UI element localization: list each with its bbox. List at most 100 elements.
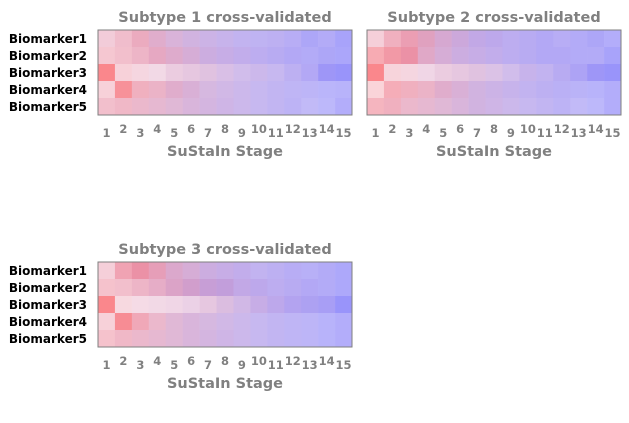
heatmap-cell	[434, 30, 452, 48]
x-tick-label: 13	[302, 126, 318, 140]
x-tick-label: 4	[153, 354, 161, 368]
x-tick-label: 3	[136, 358, 144, 372]
heatmap-cell	[199, 279, 217, 297]
heatmap-cell	[199, 47, 217, 65]
heatmap-cell	[267, 313, 285, 331]
heatmap-cell	[400, 81, 419, 99]
heatmap-cell	[182, 98, 200, 116]
heatmap-cell	[267, 30, 285, 48]
heatmap-cell	[199, 64, 217, 82]
heatmap-cell	[553, 81, 571, 99]
heatmap-cell	[250, 81, 268, 99]
heatmap-cell	[114, 330, 133, 348]
heatmap-cell	[216, 81, 234, 99]
heatmap-cell	[267, 98, 285, 116]
heatmap-cell	[284, 296, 302, 314]
heatmap-cell	[267, 64, 285, 82]
x-tick-label: 8	[221, 122, 229, 136]
heatmap-cell	[301, 81, 319, 99]
x-tick-label: 15	[336, 126, 352, 140]
heatmap-cell	[318, 64, 336, 82]
heatmap-cell	[301, 98, 319, 116]
heatmap-cell	[98, 279, 116, 297]
heatmap-cell	[485, 47, 503, 65]
heatmap-cell	[301, 279, 319, 297]
heatmap-cell	[301, 313, 319, 331]
heatmap-cell	[451, 81, 469, 99]
heatmap-cell	[148, 47, 167, 65]
x-tick-label: 15	[605, 126, 621, 140]
heatmap-cell	[318, 30, 336, 48]
y-tick-label: Biomarker1	[9, 264, 87, 278]
heatmap-cell	[233, 330, 251, 348]
x-tick-label: 2	[388, 122, 396, 136]
x-tick-label: 8	[221, 354, 229, 368]
heatmap-cell	[604, 81, 622, 99]
heatmap-cell	[114, 279, 133, 297]
heatmap-cell	[165, 262, 183, 280]
heatmap-cell	[367, 64, 385, 82]
x-tick-label: 2	[119, 354, 127, 368]
heatmap-cell	[367, 47, 385, 65]
heatmap-cell	[250, 30, 268, 48]
heatmap-cell	[114, 262, 133, 280]
heatmap-cell	[400, 98, 419, 116]
x-tick-label: 14	[319, 122, 335, 136]
y-tick-label: Biomarker4	[9, 83, 87, 97]
heatmap-cell	[250, 262, 268, 280]
heatmap-cell	[199, 262, 217, 280]
heatmap-cell	[233, 30, 251, 48]
heatmap-cell	[604, 64, 622, 82]
heatmap-cell	[131, 279, 150, 297]
heatmap-cell	[216, 30, 234, 48]
heatmap-cell	[301, 330, 319, 348]
y-tick-label: Biomarker2	[9, 49, 87, 63]
heatmap-cell	[165, 30, 183, 48]
heatmap-cell	[536, 30, 554, 48]
y-tick-label: Biomarker2	[9, 281, 87, 295]
heatmap-cell	[570, 47, 588, 65]
heatmap-cell	[417, 98, 436, 116]
x-tick-label: 7	[473, 126, 481, 140]
heatmap-cell	[267, 81, 285, 99]
heatmap-cell	[335, 98, 353, 116]
heatmap-cell	[114, 313, 133, 331]
heatmap-cell	[131, 296, 150, 314]
heatmap-cell	[519, 81, 537, 99]
x-tick-label: 11	[268, 358, 284, 372]
x-tick-label: 1	[102, 126, 110, 140]
heatmap-cell	[148, 330, 167, 348]
y-tick-label: Biomarker3	[9, 66, 87, 80]
heatmap-cell	[318, 47, 336, 65]
heatmap-cell	[451, 47, 469, 65]
heatmap-cell	[148, 81, 167, 99]
heatmap-cell	[284, 313, 302, 331]
x-tick-label: 13	[302, 358, 318, 372]
heatmap-cell	[199, 330, 217, 348]
heatmap-cell	[148, 296, 167, 314]
heatmap-cell	[301, 64, 319, 82]
heatmap-cell	[451, 30, 469, 48]
heatmap-cell	[468, 64, 486, 82]
heatmap-cell	[114, 81, 133, 99]
x-tick-label: 1	[371, 126, 379, 140]
heatmap-cell	[216, 313, 234, 331]
heatmap-cell	[536, 64, 554, 82]
x-tick-label: 7	[204, 358, 212, 372]
heatmap-cell	[233, 47, 251, 65]
heatmap-cell	[570, 98, 588, 116]
heatmap-cell	[216, 98, 234, 116]
heatmap-cell	[587, 81, 605, 99]
heatmap-cell	[267, 330, 285, 348]
heatmap-cell	[199, 296, 217, 314]
heatmap-cell	[485, 64, 503, 82]
heatmap-cell	[417, 30, 436, 48]
x-tick-label: 9	[507, 126, 515, 140]
heatmap-cell	[502, 81, 520, 99]
heatmap-cell	[148, 262, 167, 280]
heatmap-cell	[267, 262, 285, 280]
x-tick-label: 3	[136, 126, 144, 140]
heatmap-cell	[284, 30, 302, 48]
heatmap-cell	[367, 98, 385, 116]
x-tick-label: 14	[588, 122, 604, 136]
